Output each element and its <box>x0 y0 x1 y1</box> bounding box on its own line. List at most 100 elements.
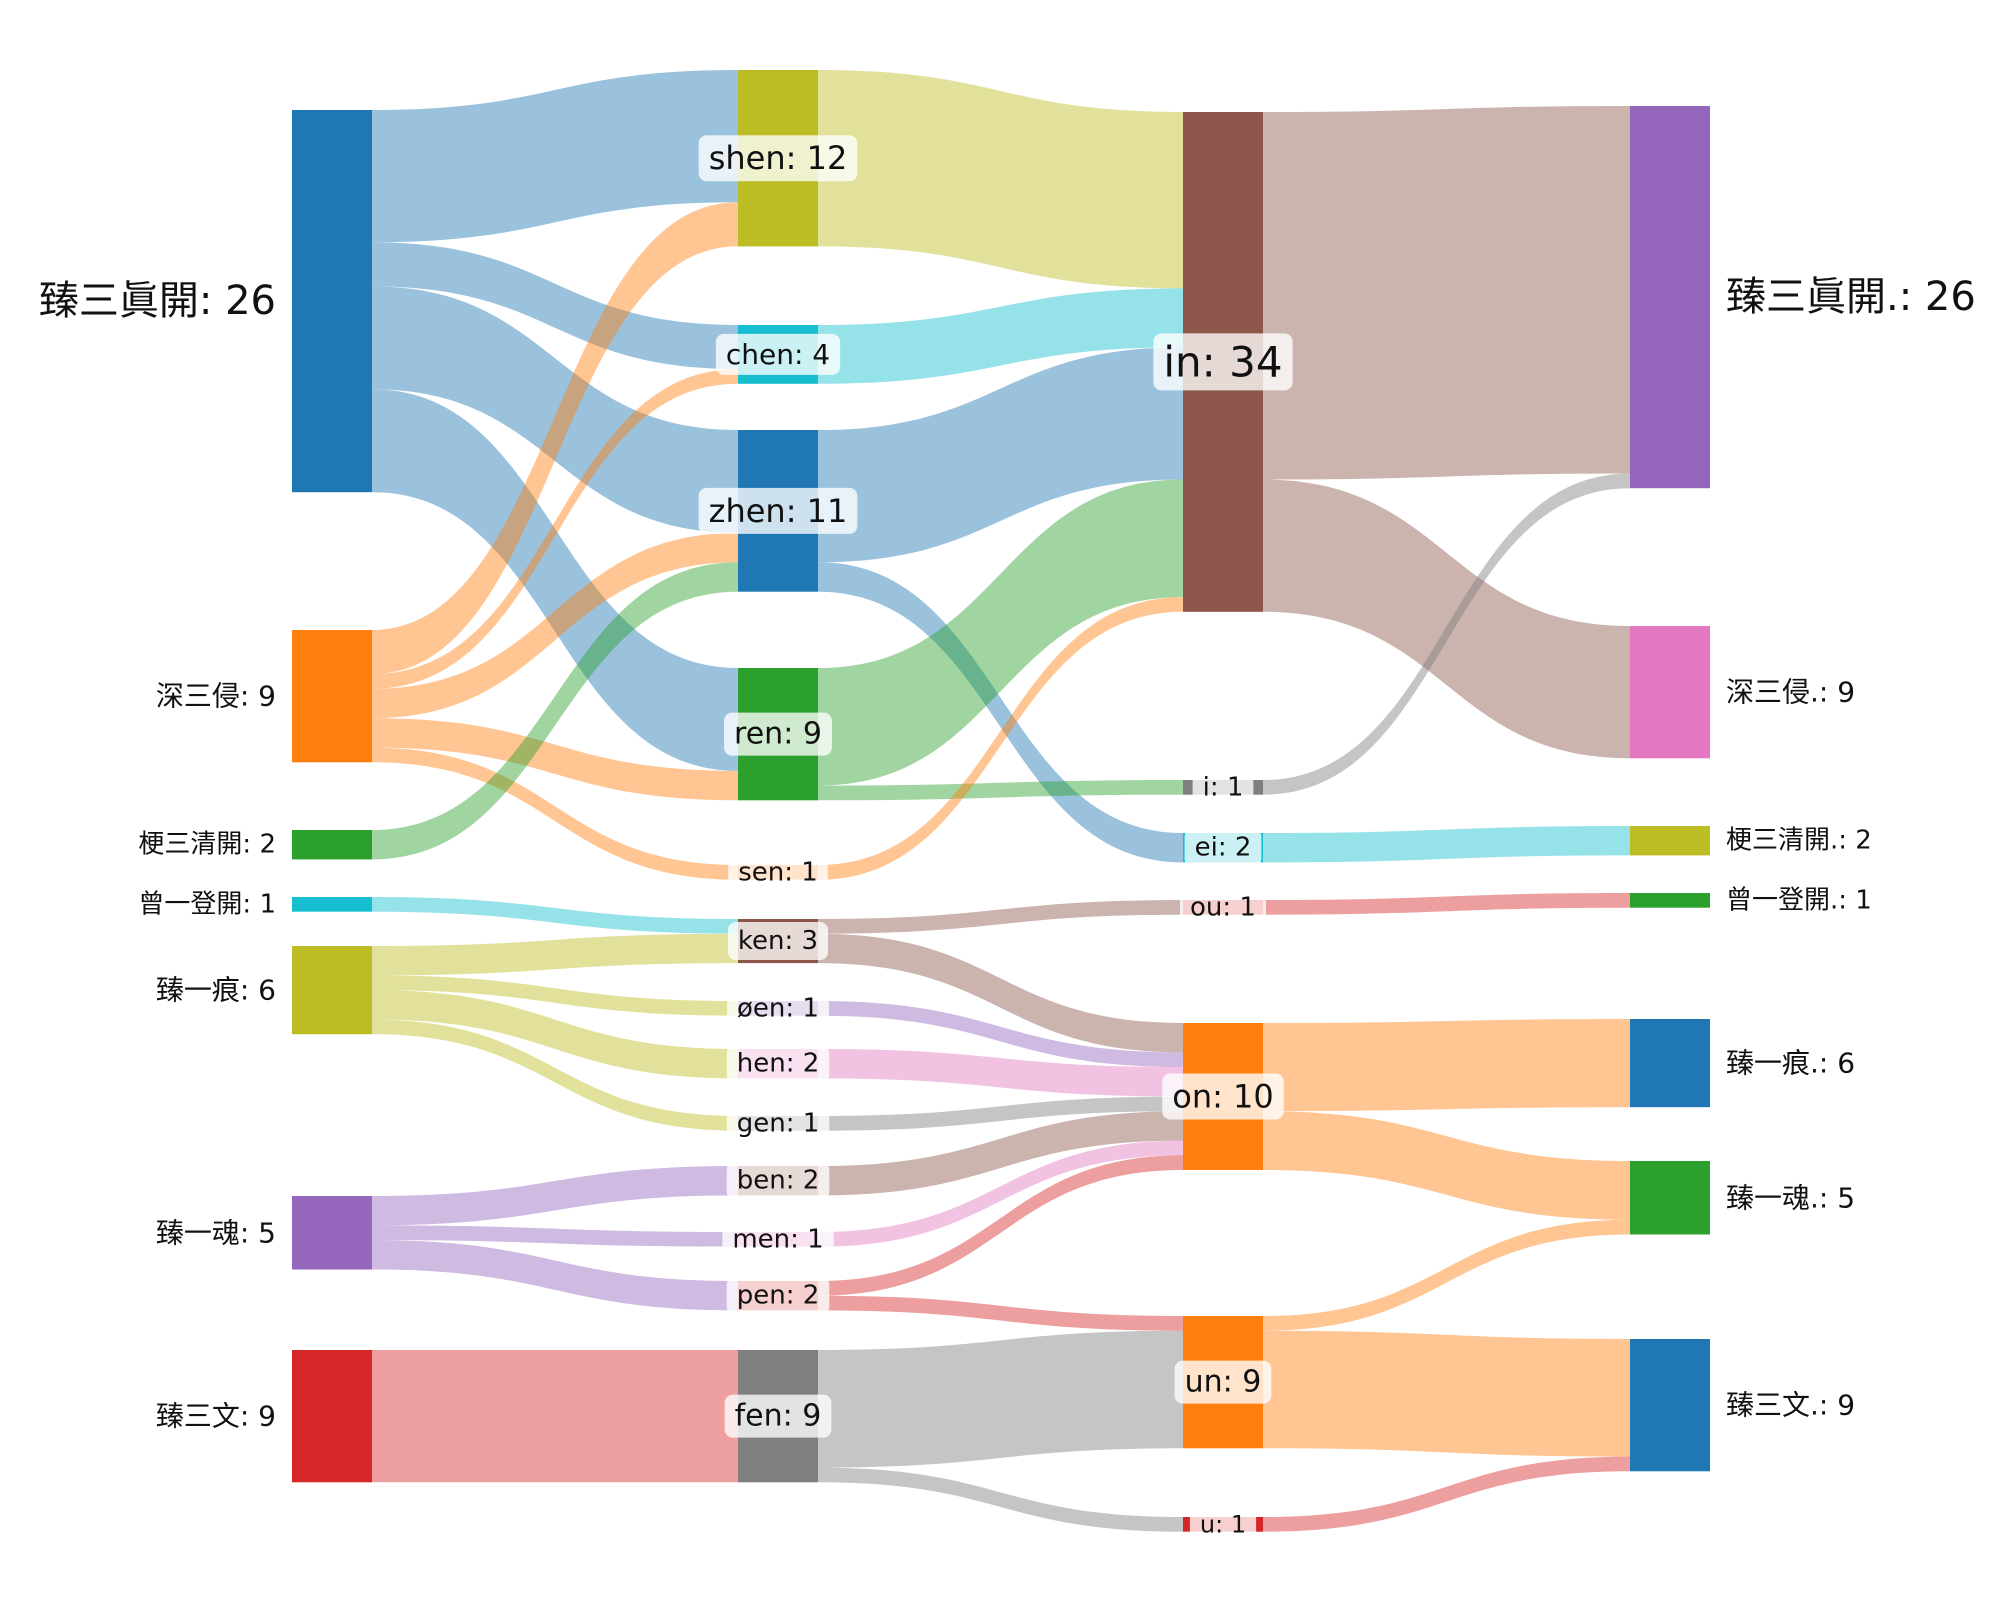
label-u81fbu4e09u6587u2e: 臻三文.: 9 <box>1726 1389 1855 1422</box>
links-layer <box>372 70 1630 1532</box>
link-u81fbu4e00u9b42-to-pen[interactable] <box>372 1240 738 1311</box>
label-text-u81fbu4e09u6587: 臻三文: 9 <box>156 1400 276 1433</box>
link-u81fbu4e09u771eu958b-to-ren[interactable] <box>372 389 738 771</box>
label-un: un: 9 <box>1174 1360 1272 1404</box>
label-bg-i <box>1192 768 1254 807</box>
link-chen-to-in[interactable] <box>818 288 1183 384</box>
link-ken-to-on[interactable] <box>818 933 1183 1053</box>
link-u81fbu4e00u9b42-to-men[interactable] <box>372 1225 738 1247</box>
label-text-i: i: 1 <box>1203 772 1244 802</box>
label-bg-on <box>1162 1073 1284 1120</box>
link-i-to-u81fbu4e09u771eu958bu2e[interactable] <box>1263 473 1630 795</box>
link-u6897u4e09u6e05u958b-to-zhen[interactable] <box>372 562 738 860</box>
label-gen: gen: 1 <box>726 1104 830 1143</box>
link-fen-to-u[interactable] <box>818 1467 1183 1532</box>
label-u: u: 1 <box>1189 1506 1257 1543</box>
link-u81fbu4e00u75d5-to-hen[interactable] <box>372 990 738 1079</box>
node-u81fbu4e00u9b42[interactable] <box>292 1196 372 1270</box>
link-u81fbu4e09u771eu958b-to-chen[interactable] <box>372 242 738 370</box>
label-bg-shen <box>698 135 858 182</box>
label-text-u81fbu4e09u6587u2e: 臻三文.: 9 <box>1726 1389 1855 1422</box>
link-fen-to-un[interactable] <box>818 1330 1183 1468</box>
node-u81fbu4e00u9b42u2e[interactable] <box>1630 1161 1710 1235</box>
label-bg-zhen <box>698 487 858 534</box>
node-u6df1u4e09u4fb5[interactable] <box>292 630 372 763</box>
link-u-to-u81fbu4e09u6587u2e[interactable] <box>1263 1456 1630 1532</box>
node-u81fbu4e09u771eu958bu2e[interactable] <box>1630 106 1710 489</box>
node-u81fbu4e09u6587[interactable] <box>292 1350 372 1483</box>
link-men-to-on[interactable] <box>818 1140 1183 1247</box>
node-u6897u4e09u6e05u958bu2e[interactable] <box>1630 826 1710 856</box>
link-u81fbu4e00u9b42-to-ben[interactable] <box>372 1166 738 1226</box>
link-uf8en-to-on[interactable] <box>818 1001 1183 1068</box>
label-u6897u4e09u6e05u958b: 梗三清開: 2 <box>138 830 276 860</box>
node-u66feu4e00u767bu958b[interactable] <box>292 897 372 912</box>
link-u81fbu4e09u771eu958b-to-shen[interactable] <box>372 70 738 243</box>
label-u6df1u4e09u4fb5: 深三侵: 9 <box>156 680 276 713</box>
node-u6df1u4e09u4fb5u2e[interactable] <box>1630 626 1710 759</box>
link-u81fbu4e00u75d5-to-gen[interactable] <box>372 1019 738 1131</box>
label-text-men: men: 1 <box>732 1224 823 1254</box>
link-shen-to-in[interactable] <box>818 70 1183 289</box>
link-u66feu4e00u767bu958b-to-ken[interactable] <box>372 897 738 934</box>
node-u81fbu4e09u6587u2e[interactable] <box>1630 1339 1710 1472</box>
label-u6897u4e09u6e05u958bu2e: 梗三清開.: 2 <box>1726 826 1872 856</box>
link-ben-to-on[interactable] <box>818 1111 1183 1196</box>
label-text-fen: fen: 9 <box>735 1399 822 1434</box>
node-u66feu4e00u767bu958bu2e[interactable] <box>1630 893 1710 908</box>
label-u81fbu4e00u9b42: 臻一魂: 5 <box>156 1216 276 1249</box>
link-u81fbu4e00u75d5-to-ken[interactable] <box>372 933 738 976</box>
link-sen-to-in[interactable] <box>818 597 1183 880</box>
label-text-u81fbu4e09u771eu958bu2e: 臻三眞開.: 26 <box>1726 274 1976 320</box>
link-u6df1u4e09u4fb5-to-chen[interactable] <box>372 369 738 689</box>
label-text-pen: pen: 2 <box>737 1281 820 1311</box>
label-text-ben: ben: 2 <box>737 1166 820 1196</box>
link-gen-to-on[interactable] <box>818 1096 1183 1131</box>
label-ei: ei: 2 <box>1184 828 1262 867</box>
label-text-ou: ou: 1 <box>1190 892 1256 922</box>
label-text-u81fbu4e00u9b42u2e: 臻一魂.: 5 <box>1726 1181 1855 1214</box>
label-chen: chen: 4 <box>715 333 841 375</box>
link-pen-to-on[interactable] <box>818 1155 1183 1296</box>
link-on-to-u81fbu4e00u75d5u2e[interactable] <box>1263 1019 1630 1112</box>
label-bg-fen <box>724 1394 832 1438</box>
node-u6897u4e09u6e05u958b[interactable] <box>292 830 372 860</box>
link-u81fbu4e09u771eu958b-to-zhen[interactable] <box>372 286 738 533</box>
label-u81fbu4e09u771eu958bu2e: 臻三眞開.: 26 <box>1726 274 1976 320</box>
link-u6df1u4e09u4fb5-to-ren[interactable] <box>372 718 738 801</box>
link-ou-to-u66feu4e00u767bu958bu2e[interactable] <box>1263 893 1630 915</box>
link-u81fbu4e09u6587-to-fen[interactable] <box>372 1350 738 1483</box>
label-bg-gen <box>726 1104 830 1143</box>
link-ei-to-u6897u4e09u6e05u958bu2e[interactable] <box>1263 826 1630 863</box>
link-in-to-u6df1u4e09u4fb5u2e[interactable] <box>1263 479 1630 759</box>
label-text-ei: ei: 2 <box>1195 833 1252 863</box>
label-u66feu4e00u767bu958b: 曾一登開: 1 <box>138 889 276 919</box>
label-u6df1u4e09u4fb5u2e: 深三侵.: 9 <box>1726 676 1855 709</box>
link-pen-to-un[interactable] <box>818 1295 1183 1331</box>
link-un-to-u81fbu4e09u6587u2e[interactable] <box>1263 1330 1630 1457</box>
label-fen: fen: 9 <box>724 1394 832 1438</box>
link-on-to-u81fbu4e00u9b42u2e[interactable] <box>1263 1111 1630 1220</box>
link-ken-to-ou[interactable] <box>818 900 1183 934</box>
node-u81fbu4e00u75d5u2e[interactable] <box>1630 1019 1710 1108</box>
node-u81fbu4e00u75d5[interactable] <box>292 946 372 1035</box>
label-bg-chen <box>715 333 841 375</box>
link-u81fbu4e00u75d5-to-uf8en[interactable] <box>372 975 738 1016</box>
link-un-to-u81fbu4e00u9b42u2e[interactable] <box>1263 1219 1630 1331</box>
link-hen-to-on[interactable] <box>818 1049 1183 1097</box>
link-u6df1u4e09u4fb5-to-zhen[interactable] <box>372 532 738 719</box>
link-zhen-to-ei[interactable] <box>818 562 1183 863</box>
link-u6df1u4e09u4fb5-to-sen[interactable] <box>372 747 738 880</box>
label-bg-in <box>1153 333 1293 391</box>
link-ren-to-i[interactable] <box>818 780 1183 801</box>
label-bg-ou <box>1180 888 1266 927</box>
link-u6df1u4e09u4fb5-to-shen[interactable] <box>372 202 738 675</box>
label-text-u81fbu4e09u771eu958b: 臻三眞開: 26 <box>39 278 276 324</box>
link-in-to-u81fbu4e09u771eu958bu2e[interactable] <box>1263 106 1630 480</box>
label-u81fbu4e00u9b42u2e: 臻一魂.: 5 <box>1726 1181 1855 1214</box>
node-u81fbu4e09u771eu958b[interactable] <box>292 110 372 493</box>
link-ren-to-in[interactable] <box>818 479 1183 786</box>
link-zhen-to-in[interactable] <box>818 347 1183 563</box>
